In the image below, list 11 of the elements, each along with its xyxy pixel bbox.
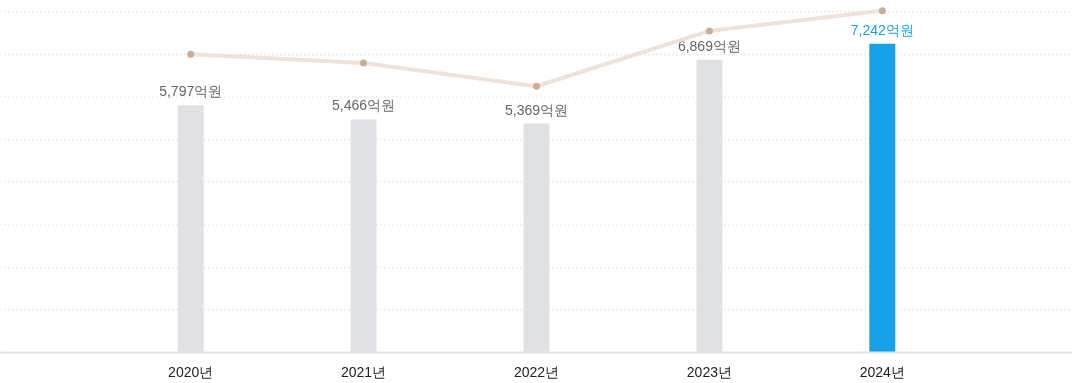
bar bbox=[869, 43, 896, 353]
x-tick-label: 2024년 bbox=[859, 363, 905, 380]
data-label: 5,369억원 bbox=[504, 101, 569, 118]
data-label: 6,869억원 bbox=[677, 37, 741, 54]
data-label: 5,466억원 bbox=[332, 97, 396, 114]
x-tick-label: 2021년 bbox=[341, 363, 387, 380]
x-tick-label: 2022년 bbox=[513, 363, 560, 380]
data-label: 7,242억원 bbox=[850, 21, 914, 38]
x-tick-label: 2023년 bbox=[686, 363, 732, 380]
x-tick-label: 2020년 bbox=[168, 363, 214, 380]
data-label: 5,797억원 bbox=[159, 83, 223, 100]
